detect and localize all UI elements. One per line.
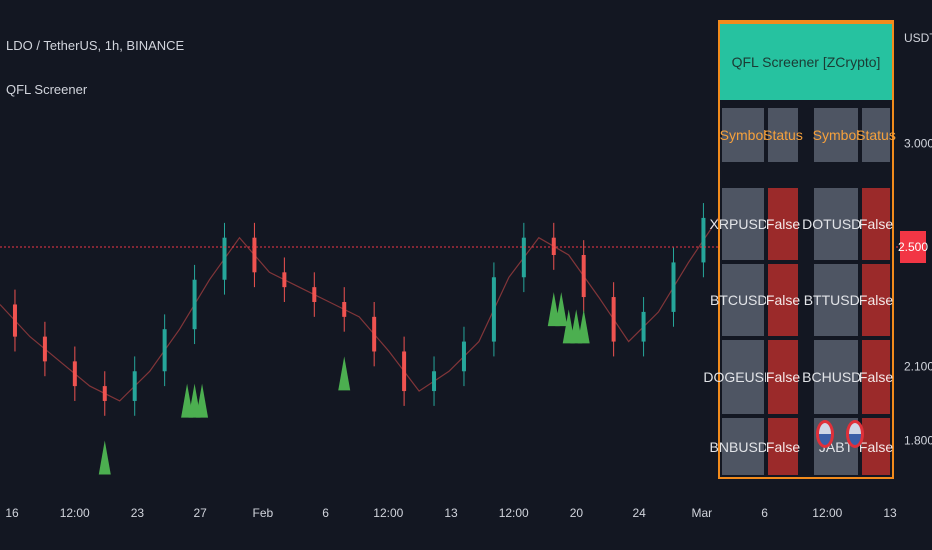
status-cell-xrp: False xyxy=(766,186,800,262)
time-tick-label: 27 xyxy=(193,506,207,520)
candle-body xyxy=(102,386,107,401)
status-cell-btc: False xyxy=(766,262,800,338)
buy-signal-marker xyxy=(98,440,111,475)
candle-body xyxy=(432,371,437,392)
status-cell-btt: False xyxy=(859,262,893,338)
price-tick-label: 1.800 xyxy=(904,434,932,448)
time-tick-label: 20 xyxy=(570,506,584,520)
screener-title: QFL Screener [ZCrypto] xyxy=(720,24,892,100)
qfl-screener-table: QFL Screener [ZCrypto] Symbol Status Sym… xyxy=(703,20,896,479)
buy-signals xyxy=(98,292,590,475)
candle-body xyxy=(611,297,616,342)
candle-body xyxy=(491,277,496,342)
time-tick-label: 6 xyxy=(761,506,768,520)
status-cell-dot: False xyxy=(859,186,893,262)
indicator-title[interactable]: QFL Screener xyxy=(6,82,88,97)
candle-body xyxy=(671,262,676,312)
header-symbol-1: Symbol xyxy=(720,106,766,164)
time-tick-label: 16 xyxy=(5,506,19,520)
symbol-cell-bch: BCHUSDT xyxy=(802,338,870,416)
candle-body xyxy=(42,336,47,362)
symbol-cell-xrp: XRPUSDT xyxy=(710,186,776,262)
candle-body xyxy=(72,361,77,387)
time-tick-label: 6 xyxy=(322,506,329,520)
price-tick-label: 2.100 xyxy=(904,359,932,373)
candle-body xyxy=(342,302,347,317)
buy-signal-marker xyxy=(196,383,209,418)
flag-icon xyxy=(846,420,864,448)
time-axis: 16 12:00 23 27 Feb 6 12:00 13 12:00 20 24 Mar 6 12:00… xyxy=(5,506,897,520)
time-tick-label: 23 xyxy=(131,506,145,520)
buy-signal-marker xyxy=(338,356,351,391)
price-tick-label: 3.000 xyxy=(904,137,932,151)
candle-body xyxy=(192,279,197,330)
symbol-cell-dot: DOTUSDT xyxy=(802,186,870,262)
symbol-cell-btc: BTCUSDT xyxy=(710,262,776,338)
candle-body xyxy=(252,237,257,273)
time-tick-label: Mar xyxy=(692,506,713,520)
time-tick-label: 12:00 xyxy=(60,506,90,520)
candle-body xyxy=(581,255,586,298)
candle-body xyxy=(521,237,526,278)
status-cell-jabt: False xyxy=(859,416,893,477)
price-axis: USDT 3.000 2.100 1.800 xyxy=(904,31,932,448)
symbol-cell-doge: DOGEUSDT xyxy=(703,338,783,416)
candle-body xyxy=(222,237,227,280)
buy-signal-marker xyxy=(577,309,590,344)
time-tick-label: 12:00 xyxy=(499,506,529,520)
candle-body xyxy=(312,287,317,302)
flag-icon xyxy=(816,420,834,448)
time-tick-label: 13 xyxy=(444,506,458,520)
time-tick-label: 24 xyxy=(632,506,646,520)
time-tick-label: 13 xyxy=(883,506,897,520)
symbol-cell-bnb: BNBUSDT xyxy=(710,416,776,477)
candle-body xyxy=(132,371,137,401)
candle-body xyxy=(282,272,287,288)
candle-body xyxy=(162,329,167,372)
candle-body xyxy=(12,304,17,337)
buy-signal-marker xyxy=(555,292,568,327)
time-tick-label: 12:00 xyxy=(373,506,403,520)
price-unit-label: USDT xyxy=(904,31,932,45)
status-cell-bnb: False xyxy=(766,416,800,477)
candle-body xyxy=(402,351,407,392)
time-tick-label: 12:00 xyxy=(812,506,842,520)
header-status-2: Status xyxy=(856,106,896,164)
status-cell-bch: False xyxy=(859,338,893,416)
candle-body xyxy=(641,311,646,342)
status-cell-doge: False xyxy=(766,338,800,416)
candle-body xyxy=(461,341,466,372)
candle-body xyxy=(701,217,706,263)
last-price-tag: 2.500 xyxy=(898,231,928,263)
time-tick-label: Feb xyxy=(253,506,274,520)
symbol-title[interactable]: LDO / TetherUS, 1h, BINANCE xyxy=(6,38,185,53)
candle-body xyxy=(551,237,556,255)
header-symbol-2: Symbol xyxy=(812,106,860,164)
header-status-1: Status xyxy=(763,106,803,164)
candle-body xyxy=(372,316,377,352)
symbol-cell-btt: BTTUSDT xyxy=(804,262,868,338)
